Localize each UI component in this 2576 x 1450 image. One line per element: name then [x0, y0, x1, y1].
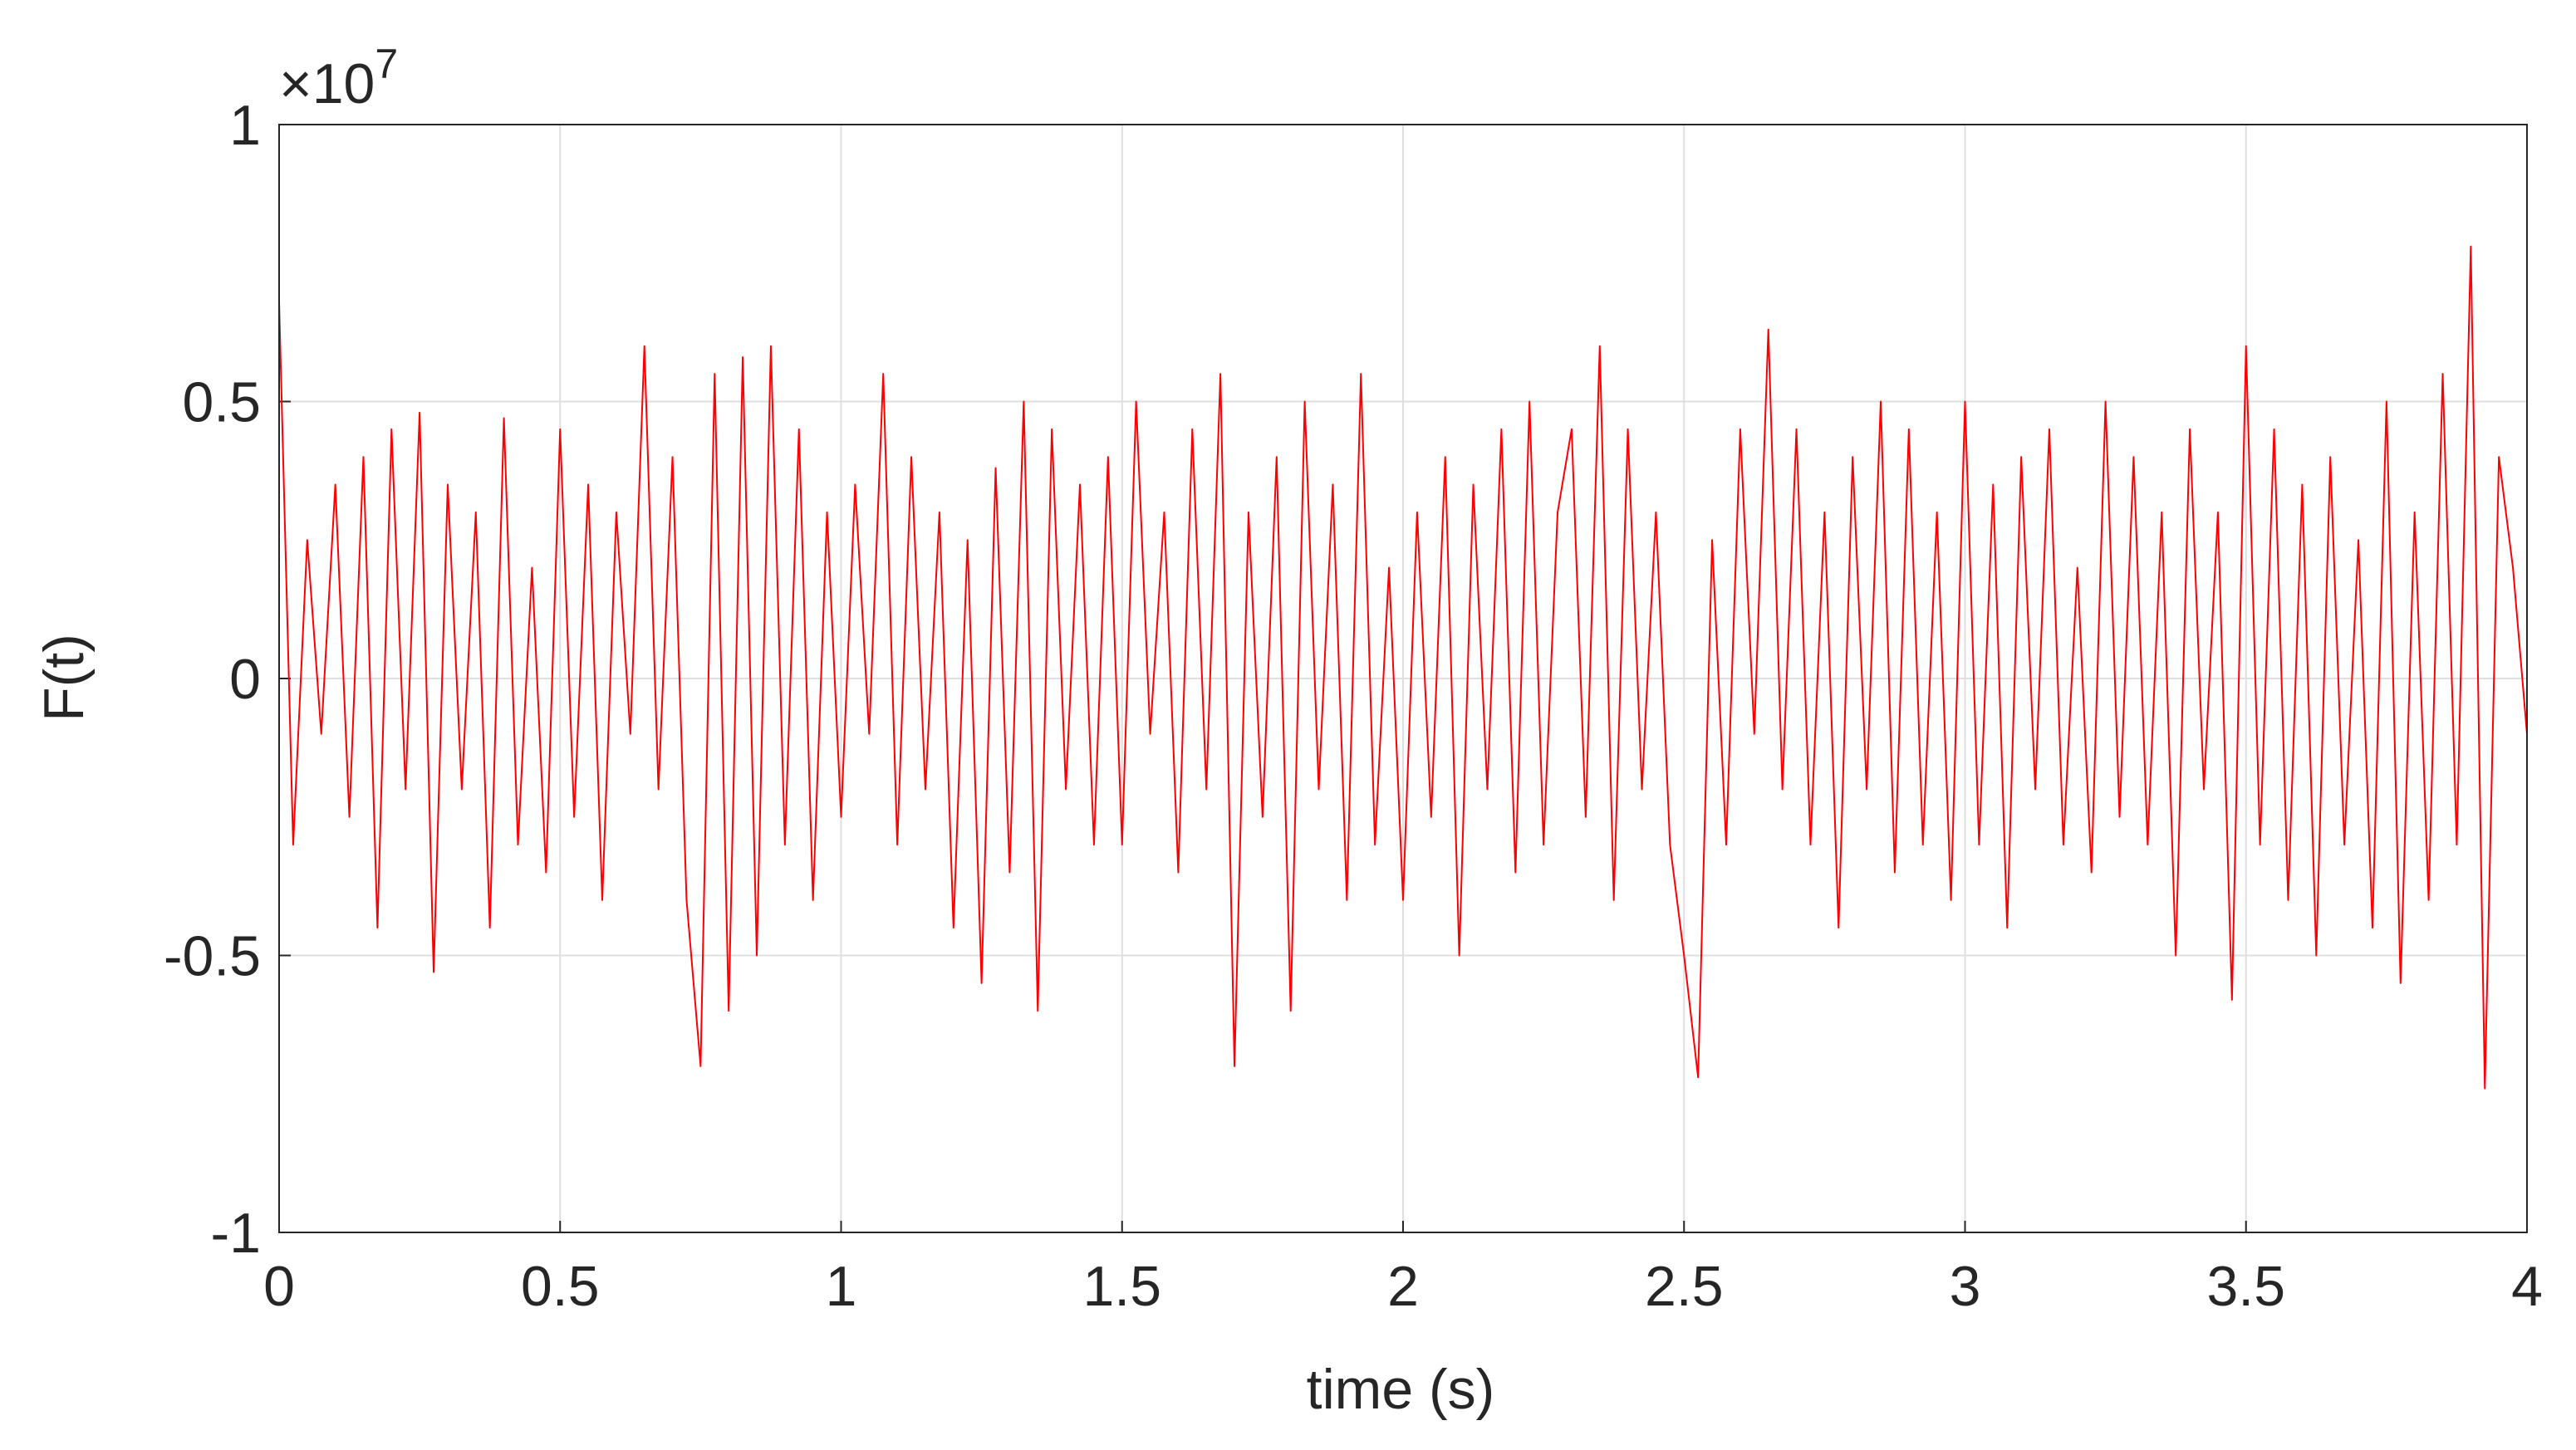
y-exponent-power: 7 [375, 41, 398, 87]
x-tick-label: 0 [263, 1255, 295, 1318]
plot-frame [278, 124, 2528, 1233]
x-tick-label: 2 [1387, 1255, 1419, 1318]
y-tick-label: 0 [229, 648, 261, 711]
y-tick-label: 0.5 [182, 371, 261, 434]
x-tick-label: 3.5 [2206, 1255, 2285, 1318]
y-axis-label: F(t) [32, 634, 96, 722]
y-exponent: ×107 [279, 41, 398, 115]
data-line [278, 245, 2528, 1090]
y-tick-label: -1 [211, 1202, 261, 1265]
x-tick-label: 0.5 [521, 1255, 600, 1318]
x-tick-label: 4 [2511, 1255, 2543, 1318]
y-tick-label: -0.5 [164, 925, 261, 988]
x-tick-label: 3 [1950, 1255, 1981, 1318]
x-tick-label: 1.5 [1082, 1255, 1161, 1318]
x-tick-label: 2.5 [1645, 1255, 1724, 1318]
x-tick-label: 1 [826, 1255, 857, 1318]
y-tick-label: 1 [229, 94, 261, 157]
y-exponent-base: ×10 [279, 52, 375, 115]
x-axis-label: time (s) [1307, 1358, 1495, 1421]
